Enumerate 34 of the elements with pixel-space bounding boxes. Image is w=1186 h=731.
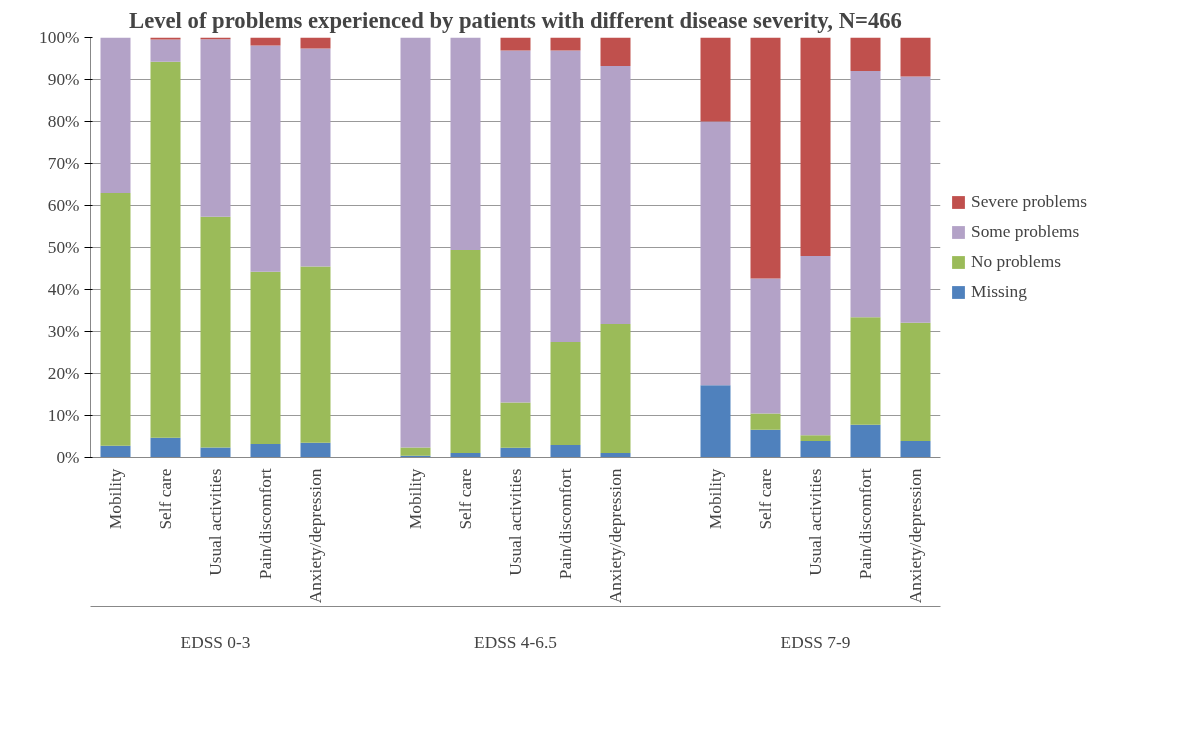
- legend-label: Severe problems: [971, 192, 1087, 212]
- text: EDSS 4-6.5: [474, 632, 557, 652]
- x-tick-label: Usual activities: [806, 468, 825, 576]
- x-tick-label: Self care: [756, 468, 775, 530]
- x-tick-label: Anxiety/depression: [606, 468, 625, 604]
- x-tick-label: Self care: [156, 468, 175, 530]
- x-tick-label: Mobility: [406, 468, 425, 530]
- x-tick-label: Pain/discomfort: [556, 468, 575, 580]
- x-tick-label: Usual activities: [506, 468, 525, 576]
- x-tick-label: Mobility: [706, 468, 725, 530]
- y-tick-label: 70%: [47, 154, 80, 173]
- chart-title: Level of problems experienced by patients with different disease severity, N=466: [129, 7, 902, 33]
- y-tick-label: 10%: [47, 406, 80, 425]
- legend-label: Some problems: [971, 222, 1080, 242]
- x-tick-label: Anxiety/depression: [306, 468, 325, 604]
- x-tick-label: Self care: [456, 468, 475, 530]
- x-tick-label: Anxiety/depression: [906, 468, 925, 604]
- text: EDSS 7-9: [780, 632, 851, 652]
- x-tick-label: Usual activities: [206, 468, 225, 576]
- y-tick-label: 80%: [47, 112, 80, 131]
- y-tick-label: 90%: [47, 70, 80, 89]
- x-tick-label: Mobility: [106, 468, 125, 530]
- text: EDSS 0-3: [180, 632, 251, 652]
- y-tick-label: 30%: [47, 322, 80, 341]
- y-tick-label: 50%: [47, 238, 80, 257]
- y-tick-label: 40%: [47, 280, 80, 299]
- y-tick-label: 60%: [47, 196, 80, 215]
- legend-label: No problems: [971, 252, 1061, 272]
- x-tick-label: Pain/discomfort: [856, 468, 875, 580]
- y-tick-label: 0%: [56, 448, 80, 467]
- y-tick-label: 20%: [47, 364, 80, 383]
- y-tick-label: 100%: [39, 28, 80, 47]
- x-tick-label: Pain/discomfort: [256, 468, 275, 580]
- legend-label: Missing: [971, 282, 1027, 302]
